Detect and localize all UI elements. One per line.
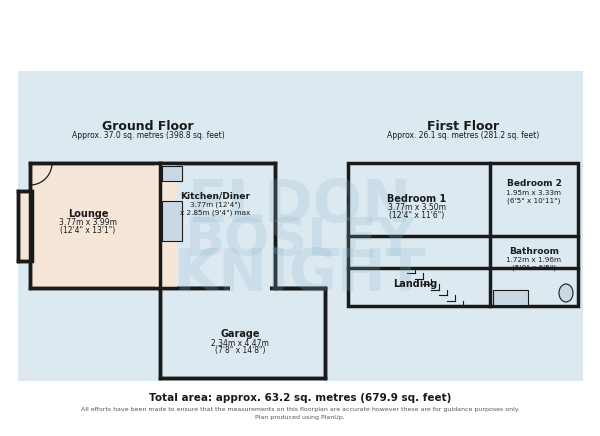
- Bar: [348, 163, 578, 306]
- Bar: [162, 166, 182, 181]
- Text: (6'5" x 10'11"): (6'5" x 10'11"): [508, 198, 560, 204]
- Text: (7'8" x 14'8"): (7'8" x 14'8"): [215, 347, 265, 355]
- Bar: [155, 163, 177, 288]
- Text: Bathroom: Bathroom: [509, 246, 559, 255]
- Text: Bedroom 1: Bedroom 1: [388, 194, 446, 204]
- Text: x 2.85m (9'4") max: x 2.85m (9'4") max: [180, 210, 250, 216]
- Text: BOSLEY: BOSLEY: [185, 215, 415, 267]
- Bar: [162, 201, 182, 241]
- Bar: [230, 284, 270, 292]
- Text: (5'8" x 6'5"): (5'8" x 6'5"): [512, 265, 556, 271]
- Bar: [493, 290, 528, 305]
- Ellipse shape: [559, 284, 573, 302]
- Text: Approx. 26.1 sq. metres (281.2 sq. feet): Approx. 26.1 sq. metres (281.2 sq. feet): [387, 132, 539, 140]
- Text: Plan produced using PlanUp.: Plan produced using PlanUp.: [255, 416, 345, 420]
- Bar: [160, 163, 275, 288]
- Text: KNIGHT: KNIGHT: [174, 245, 426, 303]
- Text: Approx. 37.0 sq. metres (398.8 sq. feet): Approx. 37.0 sq. metres (398.8 sq. feet): [71, 132, 224, 140]
- Text: 2.34m x 4.47m: 2.34m x 4.47m: [211, 338, 269, 347]
- Text: Kitchen/Diner: Kitchen/Diner: [180, 191, 250, 201]
- Text: Landing: Landing: [393, 279, 437, 289]
- Text: First Floor: First Floor: [427, 119, 499, 133]
- Text: (12'4" x 13'1"): (12'4" x 13'1"): [61, 226, 116, 235]
- Text: (12'4" x 11'6"): (12'4" x 11'6"): [389, 211, 445, 221]
- Text: Garage: Garage: [220, 329, 260, 339]
- Text: Bedroom 2: Bedroom 2: [506, 180, 562, 188]
- Bar: [30, 163, 160, 288]
- Text: ELDON: ELDON: [188, 177, 412, 235]
- Text: 1.72m x 1.96m: 1.72m x 1.96m: [506, 257, 562, 263]
- Text: 3.77m x 3.99m: 3.77m x 3.99m: [59, 218, 117, 228]
- Text: 1.95m x 3.33m: 1.95m x 3.33m: [506, 190, 562, 196]
- Text: 3.77m (12'4"): 3.77m (12'4"): [190, 202, 240, 208]
- Text: Ground Floor: Ground Floor: [102, 119, 194, 133]
- Text: Total area: approx. 63.2 sq. metres (679.9 sq. feet): Total area: approx. 63.2 sq. metres (679…: [149, 393, 451, 403]
- Text: Lounge: Lounge: [68, 209, 108, 219]
- Bar: [160, 288, 325, 378]
- Bar: [18, 71, 583, 381]
- Text: 3.77m x 3.50m: 3.77m x 3.50m: [388, 204, 446, 212]
- Bar: [18, 191, 32, 261]
- Text: All efforts have been made to ensure that the measurements on this floorplan are: All efforts have been made to ensure tha…: [80, 408, 520, 412]
